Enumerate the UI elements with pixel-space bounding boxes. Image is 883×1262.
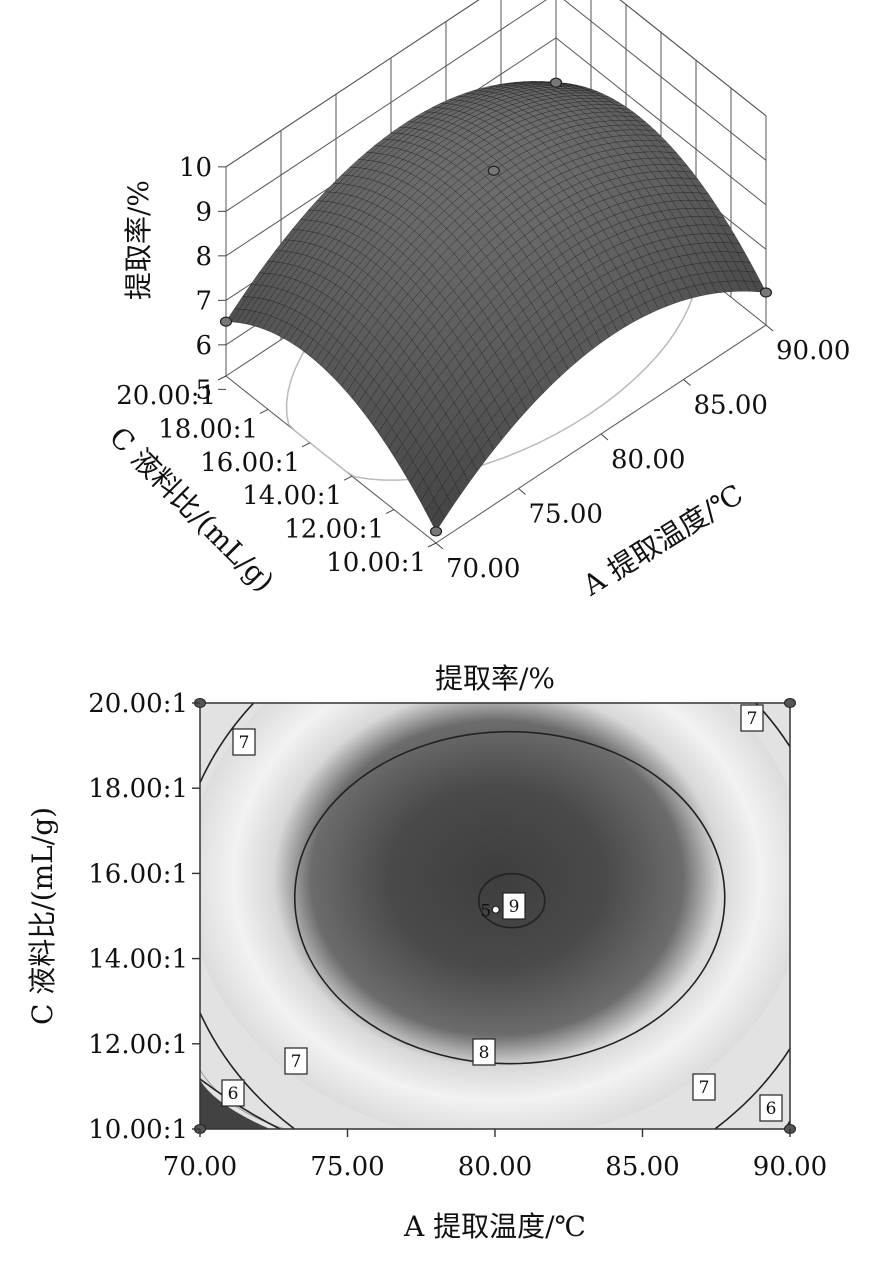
surface-y-tick-label: 16.00:1 <box>200 448 300 478</box>
surface-design-point <box>487 165 500 176</box>
contour-label: 6 <box>228 1084 239 1104</box>
surface-z-axis-title: 提取率/% <box>122 180 155 300</box>
surface-x-tick <box>683 379 691 386</box>
contour-x-tick-label: 80.00 <box>458 1152 532 1182</box>
surface-y-tick-label: 20.00:1 <box>116 381 216 411</box>
center-point-count: 5 <box>480 902 491 922</box>
contour-label-box <box>740 704 764 732</box>
contour-label: 7 <box>699 1078 710 1098</box>
contour-chart: 提取率/% 7 7 9 8 7 7 6 6 5 70.00 75.00 80.00 85.00 90.0… <box>26 662 827 1243</box>
surface-design-point <box>549 77 563 88</box>
contour-x-tick-label: 75.00 <box>310 1152 384 1182</box>
surface-design-point <box>759 287 773 298</box>
contour-label-box <box>692 1073 716 1101</box>
contour-label: 9 <box>509 897 520 917</box>
surface-x-axis-title: A 提取温度/℃ <box>576 478 749 603</box>
surface-x-tick-label: 70.00 <box>446 554 520 584</box>
contour-y-tick-label: 10.00:1 <box>88 1115 188 1145</box>
surface-x-tick <box>518 488 526 495</box>
surface-y-tick <box>385 509 395 515</box>
surface-y-tick <box>217 375 227 381</box>
contour-label: 8 <box>479 1043 490 1063</box>
contour-y-tick-label: 16.00:1 <box>88 859 188 889</box>
surface-design-point <box>219 316 233 327</box>
contour-y-tick-label: 18.00:1 <box>88 774 188 804</box>
contour-x-tick-label: 70.00 <box>163 1152 237 1182</box>
contour-label-box <box>221 1079 245 1107</box>
contour-label: 7 <box>239 733 250 753</box>
surface-z-tick-label: 8 <box>195 242 212 272</box>
surface-z-tick-label: 9 <box>195 197 212 227</box>
surface-y-tick <box>427 542 437 548</box>
contour-label: 7 <box>291 1052 302 1072</box>
surface-y-tick-label: 10.00:1 <box>326 548 426 578</box>
contour-label-box <box>472 1038 496 1066</box>
contour-line-9 <box>477 872 546 929</box>
surface-y-tick <box>301 442 311 448</box>
contour-x-tick-label: 90.00 <box>753 1152 827 1182</box>
contour-title: 提取率/% <box>435 662 555 695</box>
contour-y-tick-label: 12.00:1 <box>88 1030 188 1060</box>
contour-x-axis-title: A 提取温度/℃ <box>403 1210 586 1243</box>
contour-label-box <box>502 892 526 920</box>
surface-chart: 109876570.0075.0080.0085.0090.0010.00:11… <box>103 0 850 603</box>
surface-x-tick <box>600 433 609 441</box>
surface-y-tick <box>259 408 269 414</box>
surface-mesh <box>225 81 767 532</box>
contour-y-tick-label: 20.00:1 <box>88 689 188 719</box>
surface-x-tick <box>765 324 774 332</box>
surface-x-tick <box>435 542 444 550</box>
contour-design-point <box>784 698 796 708</box>
surface-x-tick-label: 85.00 <box>694 391 768 421</box>
surface-x-tick-label: 90.00 <box>776 336 850 366</box>
surface-y-tick <box>343 475 353 481</box>
contour-labels: 7 7 9 8 7 7 6 6 5 <box>221 704 783 1122</box>
contour-line-8 <box>293 730 726 1065</box>
surface-y-tick-label: 18.00:1 <box>158 414 258 444</box>
surface-z-tick-label: 7 <box>195 286 212 316</box>
surface-z-tick-label: 6 <box>195 331 212 361</box>
contour-label-box <box>232 728 256 756</box>
contour-y-tick-label: 14.00:1 <box>88 945 188 975</box>
surface-y-tick-label: 12.00:1 <box>284 515 384 545</box>
contour-label: 7 <box>747 709 758 729</box>
contour-label-box <box>284 1047 308 1075</box>
contour-y-axis-title: C 液料比/(mL/g) <box>26 807 59 1025</box>
surface-z-tick-label: 5 <box>195 375 212 405</box>
surface-x-tick-label: 80.00 <box>611 445 685 475</box>
contour-tick-labels: 70.00 75.00 80.00 85.00 90.00 20.00:1 18.00:1 1… <box>88 689 827 1182</box>
surface-y-tick-label: 14.00:1 <box>242 481 342 511</box>
contour-label: 6 <box>766 1099 777 1119</box>
surface-z-tick-label: 10 <box>179 153 212 183</box>
contour-lines <box>200 703 790 1129</box>
contour-x-tick-label: 85.00 <box>605 1152 679 1182</box>
center-point-marker <box>491 905 500 914</box>
surface-x-tick-label: 75.00 <box>529 500 603 530</box>
surface-tick-labels: 109876570.0075.0080.0085.0090.0010.00:11… <box>116 153 850 584</box>
surface-design-point <box>429 526 443 537</box>
contour-label-box <box>759 1094 783 1122</box>
surface-design-points <box>219 77 773 537</box>
